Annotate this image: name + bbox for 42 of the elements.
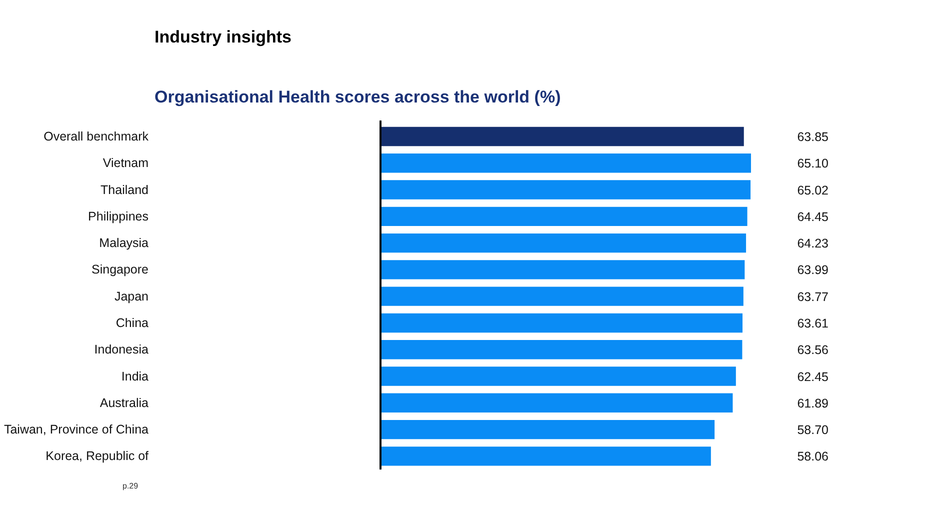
bar — [380, 446, 711, 466]
y-tick-label: China — [116, 316, 149, 330]
y-tick-label: Korea, Republic of — [46, 449, 150, 464]
bar — [380, 420, 715, 440]
bar — [380, 260, 745, 280]
bar — [380, 206, 748, 226]
data-label: 64.45 — [797, 210, 829, 224]
data-label: 61.89 — [797, 396, 829, 410]
bar — [380, 393, 733, 412]
y-tick-label: Australia — [100, 396, 149, 410]
y-tick-label: Vietnam — [102, 156, 149, 170]
y-tick-label: Singapore — [92, 262, 149, 277]
data-label: 58.70 — [797, 423, 829, 438]
data-label: 58.06 — [797, 450, 829, 464]
data-label: 63.85 — [797, 130, 829, 144]
data-label: 63.56 — [797, 343, 829, 358]
y-tick-label: Malaysia — [99, 236, 149, 250]
bar — [380, 154, 751, 173]
bar — [380, 313, 743, 333]
data-label: 65.10 — [797, 156, 829, 171]
y-tick-label: Taiwan, Province of China — [4, 422, 149, 437]
y-tick-label: Philippines — [88, 209, 149, 224]
y-tick-label: India — [121, 369, 149, 384]
bar — [380, 180, 751, 200]
data-label: 63.61 — [797, 316, 829, 330]
bar — [380, 366, 736, 386]
bar — [380, 233, 746, 253]
chart-subtitle: Organisational Health scores across the world (%) — [154, 88, 561, 106]
bar — [380, 340, 742, 360]
bar — [380, 286, 744, 306]
y-tick-label: Indonesia — [94, 342, 149, 357]
y-tick-label: Overall benchmark — [44, 129, 150, 144]
text: Industry insights — [154, 28, 292, 46]
text: p.29 — [122, 482, 139, 490]
bar — [380, 126, 744, 146]
data-label: 64.23 — [797, 236, 829, 251]
data-label: 62.45 — [797, 370, 829, 384]
data-label: 63.77 — [797, 290, 829, 304]
data-label: 65.02 — [797, 183, 829, 198]
data-label: 63.99 — [797, 263, 829, 278]
y-tick-label: Thailand — [100, 182, 149, 197]
y-tick-label: Japan — [114, 289, 149, 304]
